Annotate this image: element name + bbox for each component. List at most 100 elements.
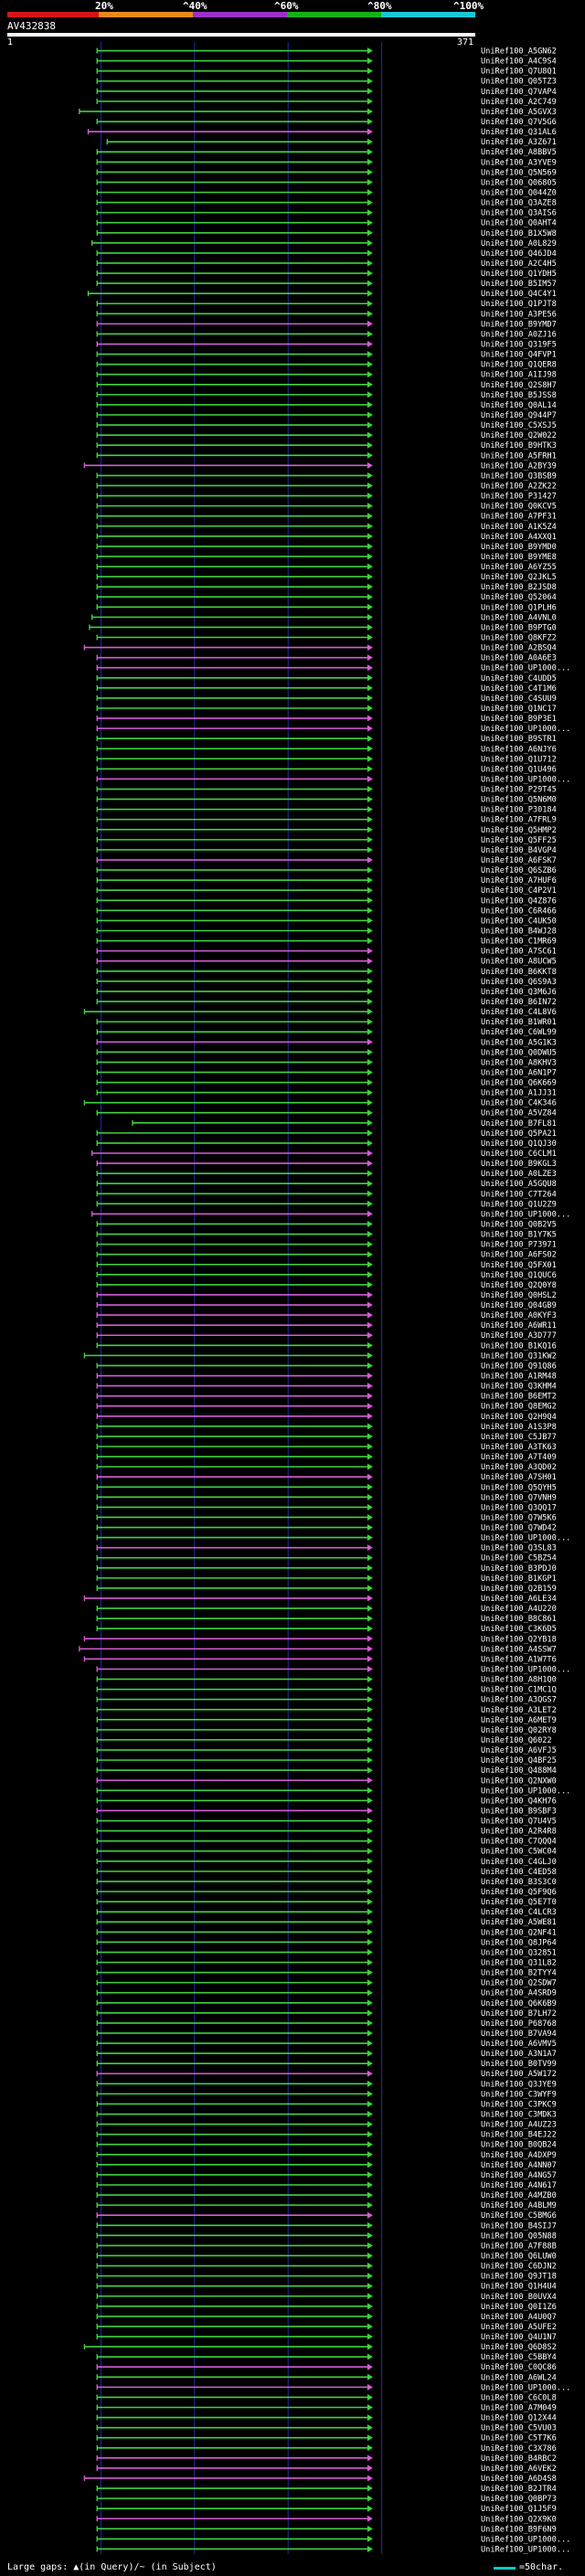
hit-label[interactable]: UniRef100_Q4FVP1: [481, 351, 557, 360]
hit-row[interactable]: UniRef100_A4NG57: [96, 2171, 557, 2180]
hit-label[interactable]: UniRef100_C1MR69: [481, 938, 557, 947]
hit-label[interactable]: UniRef100_Q0B2V5: [481, 1220, 557, 1229]
hit-row[interactable]: UniRef100_B9F6N9: [96, 2525, 557, 2534]
hit-row[interactable]: UniRef100_A2ZK22: [96, 482, 557, 491]
hit-label[interactable]: UniRef100_A4UZ23: [481, 2121, 557, 2130]
hit-label[interactable]: UniRef100_B7LH72: [481, 2009, 557, 2019]
hit-label[interactable]: UniRef100_B9YMD7: [481, 320, 557, 329]
hit-row[interactable]: UniRef100_C6DJN2: [96, 2263, 557, 2272]
hit-label[interactable]: UniRef100_C5BBY4: [481, 2353, 557, 2362]
hit-label[interactable]: UniRef100_C5BMG6: [481, 2211, 557, 2221]
hit-row[interactable]: UniRef100_Q1QUC6: [96, 1271, 557, 1280]
hit-label[interactable]: UniRef100_Q7U4V5: [481, 1818, 557, 1827]
hit-label[interactable]: UniRef100_A7F88B: [481, 2242, 557, 2251]
hit-row[interactable]: UniRef100_C5BBY4: [96, 2353, 557, 2362]
hit-label[interactable]: UniRef100_Q0AL14: [481, 401, 557, 410]
hit-label[interactable]: UniRef100_B9HTK3: [481, 441, 557, 451]
hit-row[interactable]: UniRef100_Q91Q86: [96, 1362, 557, 1371]
hit-label[interactable]: UniRef100_Q7WD42: [481, 1524, 557, 1533]
hit-label[interactable]: UniRef100_A5GVX3: [481, 108, 557, 117]
hit-row[interactable]: UniRef100_A7SC61: [96, 948, 557, 957]
hit-label[interactable]: UniRef100_P73971: [481, 1241, 557, 1250]
hit-row[interactable]: UniRef100_Q1YDH5: [96, 270, 557, 279]
hit-row[interactable]: UniRef100_A4SRD9: [96, 1989, 557, 1998]
hit-row[interactable]: UniRef100_Q31AL6: [87, 128, 557, 137]
hit-label[interactable]: UniRef100_UP1000...: [481, 775, 570, 784]
hit-row[interactable]: UniRef100_A5FRH1: [96, 451, 557, 461]
hit-label[interactable]: UniRef100_A6LE34: [481, 1595, 557, 1604]
hit-row[interactable]: UniRef100_A4U0Q7: [96, 2313, 557, 2322]
hit-label[interactable]: UniRef100_C6DJN2: [481, 2263, 557, 2272]
hit-label[interactable]: UniRef100_B4EJ22: [481, 2131, 557, 2140]
hit-row[interactable]: UniRef100_A1IJ98: [96, 371, 557, 380]
hit-row[interactable]: UniRef100_C4GLJ0: [96, 1858, 557, 1867]
hit-label[interactable]: UniRef100_B9SBF3: [481, 1807, 557, 1816]
hit-row[interactable]: UniRef100_Q0AL14: [96, 401, 557, 410]
hit-row[interactable]: UniRef100_A4DXP9: [96, 2151, 557, 2160]
hit-row[interactable]: UniRef100_Q06805: [96, 178, 557, 187]
hit-label[interactable]: UniRef100_A4NG57: [481, 2171, 557, 2180]
hit-row[interactable]: UniRef100_UP1000...: [96, 2535, 570, 2544]
hit-row[interactable]: UniRef100_B6EMT2: [96, 1393, 557, 1402]
hit-label[interactable]: UniRef100_B0UVX4: [481, 2293, 557, 2302]
hit-label[interactable]: UniRef100_A1JJ31: [481, 1089, 557, 1098]
hit-label[interactable]: UniRef100_Q5QYH5: [481, 1483, 557, 1492]
hit-row[interactable]: UniRef100_C5JB77: [96, 1433, 557, 1442]
hit-row[interactable]: UniRef100_Q944P7: [96, 411, 557, 420]
hit-label[interactable]: UniRef100_A7SH01: [481, 1473, 557, 1482]
hit-row[interactable]: UniRef100_B9P3E1: [96, 715, 557, 724]
hit-row[interactable]: UniRef100_B7LH72: [96, 2009, 557, 2019]
hit-row[interactable]: UniRef100_C6WL99: [96, 1028, 557, 1037]
hit-label[interactable]: UniRef100_A6D4S8: [481, 2475, 557, 2484]
hit-label[interactable]: UniRef100_B1Y7K5: [481, 1231, 557, 1240]
hit-row[interactable]: UniRef100_C5WC04: [96, 1848, 557, 1857]
hit-label[interactable]: UniRef100_Q1PLH6: [481, 603, 557, 612]
hit-label[interactable]: UniRef100_Q1J5F9: [481, 2505, 557, 2514]
hit-label[interactable]: UniRef100_Q52064: [481, 593, 557, 602]
hit-row[interactable]: UniRef100_C4P2V1: [96, 886, 557, 896]
hit-row[interactable]: UniRef100_A5W172: [96, 2070, 557, 2079]
hit-label[interactable]: UniRef100_Q3JYE9: [481, 2080, 557, 2089]
hit-row[interactable]: UniRef100_B9YMD7: [96, 320, 557, 329]
hit-row[interactable]: UniRef100_B0TV99: [96, 2060, 557, 2069]
hit-row[interactable]: UniRef100_C1MR69: [96, 938, 557, 947]
hit-label[interactable]: UniRef100_A0ZJ16: [481, 330, 557, 339]
hit-row[interactable]: UniRef100_Q05N88: [96, 2231, 557, 2241]
hit-row[interactable]: UniRef100_Q6S9A3: [96, 978, 557, 987]
hit-label[interactable]: UniRef100_A5WE81: [481, 1918, 557, 1927]
hit-label[interactable]: UniRef100_Q5FF25: [481, 836, 557, 845]
hit-label[interactable]: UniRef100_A7HUF6: [481, 876, 557, 885]
hit-label[interactable]: UniRef100_Q9JT18: [481, 2273, 557, 2282]
hit-row[interactable]: UniRef100_B2JSD8: [96, 583, 557, 592]
hit-row[interactable]: UniRef100_Q4FVP1: [96, 351, 557, 360]
hit-label[interactable]: UniRef100_B1X5W8: [481, 229, 557, 239]
hit-label[interactable]: UniRef100_Q3QQ17: [481, 1503, 557, 1512]
hit-label[interactable]: UniRef100_A5GN62: [481, 48, 557, 57]
hit-label[interactable]: UniRef100_A1W7T6: [481, 1655, 557, 1664]
hit-label[interactable]: UniRef100_Q04GB9: [481, 1301, 557, 1310]
hit-row[interactable]: UniRef100_Q1U2Z9: [96, 1200, 557, 1209]
hit-label[interactable]: UniRef100_A4MZB0: [481, 2191, 557, 2200]
hit-label[interactable]: UniRef100_Q488M4: [481, 1766, 557, 1776]
hit-label[interactable]: UniRef100_A6NJY6: [481, 745, 557, 754]
hit-row[interactable]: UniRef100_Q5HMP2: [96, 826, 557, 835]
hit-row[interactable]: UniRef100_B4EJ22: [96, 2131, 557, 2140]
hit-label[interactable]: UniRef100_Q06805: [481, 178, 557, 187]
hit-row[interactable]: UniRef100_C3PKC9: [96, 2100, 557, 2109]
hit-row[interactable]: UniRef100_C5BZ54: [96, 1554, 557, 1564]
hit-row[interactable]: UniRef100_A4SSW7: [79, 1645, 557, 1654]
hit-row[interactable]: UniRef100_Q044Z0: [96, 188, 557, 197]
hit-label[interactable]: UniRef100_Q32851: [481, 1948, 557, 1957]
hit-row[interactable]: UniRef100_Q02RY8: [96, 1726, 557, 1735]
hit-row[interactable]: UniRef100_P30184: [96, 806, 557, 815]
hit-label[interactable]: UniRef100_C6CLM1: [481, 1150, 557, 1159]
hit-label[interactable]: UniRef100_Q5HMP2: [481, 826, 557, 835]
hit-label[interactable]: UniRef100_Q6K6B9: [481, 1999, 557, 2009]
hit-row[interactable]: UniRef100_B1WR01: [96, 1018, 557, 1027]
hit-row[interactable]: UniRef100_P73971: [96, 1241, 557, 1250]
hit-label[interactable]: UniRef100_Q5F9Q6: [481, 1888, 557, 1897]
hit-row[interactable]: UniRef100_A0KYF3: [96, 1311, 557, 1320]
hit-label[interactable]: UniRef100_A3QGS7: [481, 1696, 557, 1705]
hit-row[interactable]: UniRef100_Q2NF41: [96, 1928, 557, 1937]
hit-label[interactable]: UniRef100_C4LCR3: [481, 1908, 557, 1917]
